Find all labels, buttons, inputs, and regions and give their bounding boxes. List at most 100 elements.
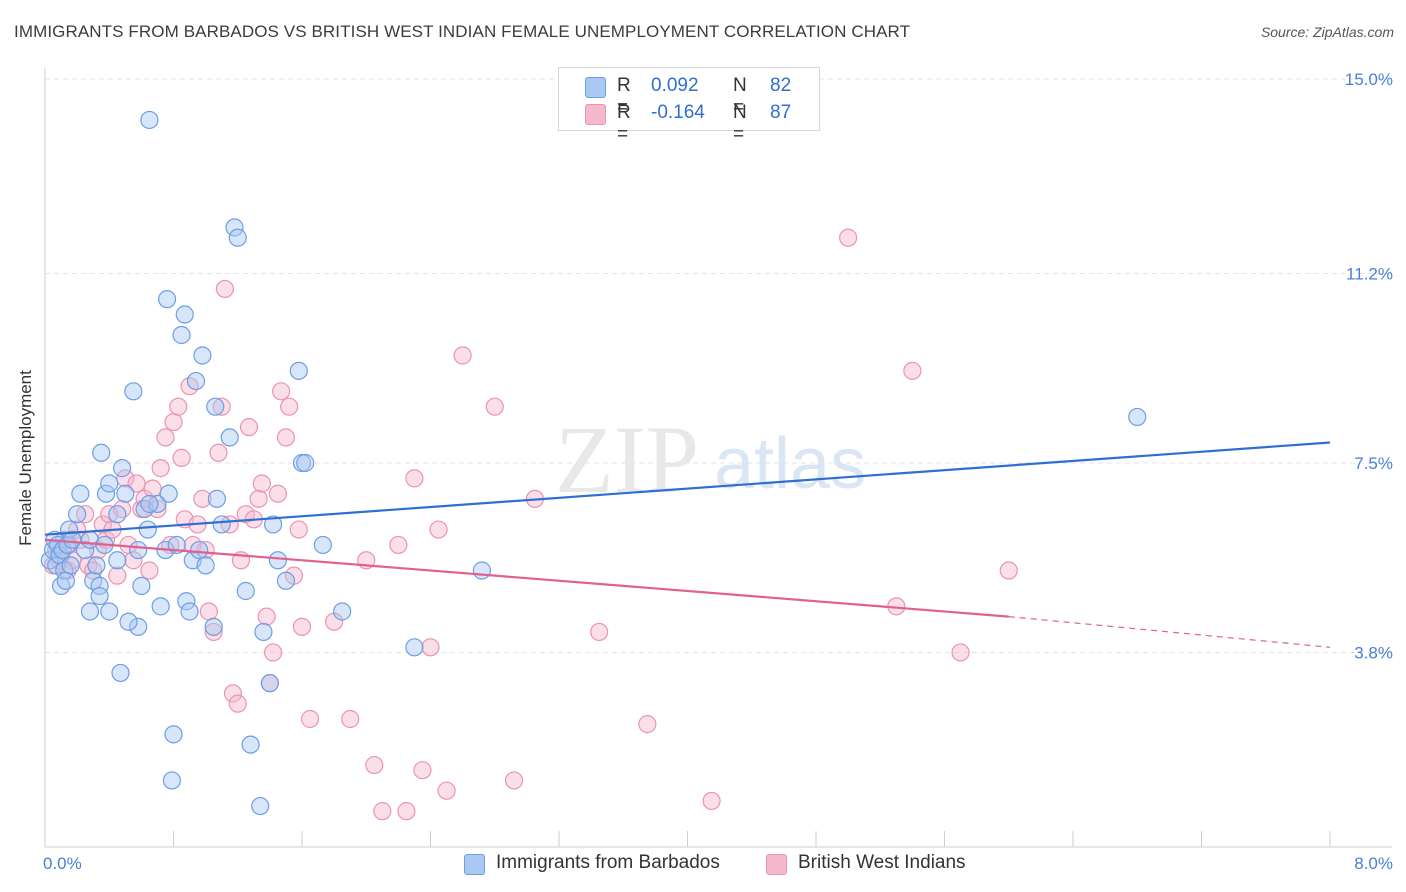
series-british-west-indians xyxy=(43,228,1018,821)
data-point xyxy=(193,346,212,365)
n-key: N = xyxy=(733,102,747,145)
data-point xyxy=(61,556,80,575)
data-point xyxy=(51,576,71,595)
data-point xyxy=(108,566,127,585)
watermark-zip: ZIP xyxy=(555,406,699,513)
data-point xyxy=(590,622,609,642)
data-point xyxy=(151,597,170,616)
data-point xyxy=(164,725,183,744)
data-point xyxy=(276,428,296,447)
data-point xyxy=(68,505,87,524)
data-point xyxy=(71,484,90,503)
data-point xyxy=(257,607,276,626)
data-point xyxy=(209,443,228,462)
data-point xyxy=(140,494,159,514)
data-point xyxy=(90,587,109,606)
data-point xyxy=(87,556,106,575)
data-point xyxy=(289,520,308,539)
chart-title: IMMIGRANTS FROM BARBADOS VS BRITISH WEST… xyxy=(14,22,911,41)
data-point xyxy=(437,781,456,800)
data-point xyxy=(93,515,112,534)
data-point xyxy=(365,755,384,775)
data-point xyxy=(112,499,132,519)
data-point xyxy=(260,674,279,693)
x-tick-label: 0.0% xyxy=(43,854,82,873)
data-point xyxy=(405,638,424,657)
data-point xyxy=(485,397,504,416)
data-point xyxy=(84,561,103,580)
data-point xyxy=(504,771,524,790)
data-point xyxy=(951,643,970,662)
y-tick-label: 3.8% xyxy=(1354,643,1393,662)
data-point xyxy=(413,761,432,780)
data-point xyxy=(204,622,223,642)
data-point xyxy=(151,459,170,478)
correlation-legend: R = 0.092 N = 82 R = -0.164 N = 87 xyxy=(558,67,820,145)
data-point xyxy=(212,397,231,416)
data-point xyxy=(111,663,130,683)
data-point xyxy=(252,474,271,493)
data-point xyxy=(228,694,247,713)
legend-swatch-blue xyxy=(585,77,606,98)
data-point xyxy=(129,617,148,636)
n-value: 82 xyxy=(770,75,792,96)
data-point xyxy=(1128,407,1147,427)
data-point xyxy=(215,279,234,299)
data-point xyxy=(263,643,283,662)
data-point xyxy=(140,110,159,130)
data-point xyxy=(289,361,308,380)
data-point xyxy=(204,617,223,636)
legend-swatch-pink xyxy=(766,854,787,875)
data-point xyxy=(999,561,1018,580)
data-point xyxy=(180,602,199,621)
data-point xyxy=(199,602,218,621)
data-point xyxy=(177,592,196,611)
data-point xyxy=(241,735,260,754)
data-point xyxy=(268,551,288,570)
data-point xyxy=(108,551,127,570)
data-point xyxy=(389,535,408,555)
r-value: 0.092 xyxy=(651,75,699,96)
data-point xyxy=(140,561,159,580)
data-point xyxy=(162,771,181,790)
data-point xyxy=(333,602,352,621)
data-point xyxy=(193,489,212,508)
data-point xyxy=(341,709,360,729)
data-point xyxy=(207,489,226,508)
data-point xyxy=(196,540,215,560)
data-point xyxy=(263,515,283,534)
r-value: -0.164 xyxy=(651,102,705,123)
data-point xyxy=(175,305,194,324)
data-point xyxy=(190,540,209,560)
data-point xyxy=(164,412,183,432)
data-point xyxy=(839,228,858,247)
data-point xyxy=(212,515,231,534)
data-point xyxy=(239,418,259,437)
data-point xyxy=(92,443,111,462)
data-point xyxy=(300,709,320,729)
data-point xyxy=(405,469,424,488)
data-point xyxy=(254,622,273,642)
legend-label: British West Indians xyxy=(798,852,966,873)
data-point xyxy=(56,571,75,590)
r-key: R = xyxy=(617,102,631,145)
data-point xyxy=(159,484,178,503)
data-point xyxy=(63,530,82,549)
data-point xyxy=(453,346,472,365)
x-tick-label: 8.0% xyxy=(1354,854,1393,873)
legend-swatch-blue xyxy=(464,854,485,875)
source-label: Source: ZipAtlas.com xyxy=(1260,24,1394,40)
data-point xyxy=(96,484,116,503)
data-point xyxy=(251,796,270,816)
data-point xyxy=(220,428,239,447)
data-point xyxy=(116,469,135,488)
data-point xyxy=(638,715,657,734)
n-key: N = xyxy=(733,75,747,118)
data-point xyxy=(280,397,299,416)
legend-label: Immigrants from Barbados xyxy=(496,852,720,873)
data-point xyxy=(421,638,440,657)
data-point xyxy=(223,684,243,703)
r-key: R = xyxy=(617,75,631,118)
data-point xyxy=(225,218,244,237)
data-point xyxy=(186,371,206,391)
